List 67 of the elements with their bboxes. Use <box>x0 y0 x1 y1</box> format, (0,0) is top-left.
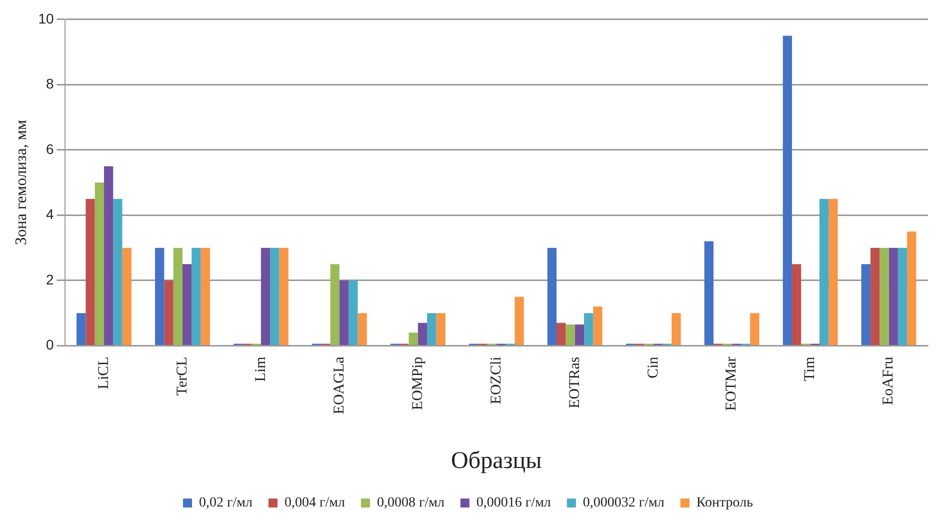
bar <box>200 248 210 345</box>
bar <box>164 280 174 345</box>
bar <box>907 232 916 345</box>
bar <box>418 322 428 345</box>
x-tick-label: Tim <box>802 356 818 382</box>
bar <box>122 248 132 345</box>
y-tick-label: 6 <box>46 140 54 157</box>
bar <box>358 313 367 345</box>
x-tick-label: TerCL <box>174 356 190 396</box>
x-tick-label: EoAFru <box>880 356 897 406</box>
bar <box>427 313 436 345</box>
bar <box>192 248 201 345</box>
bar <box>898 248 908 345</box>
x-tick-label: EOAGLa <box>331 356 348 414</box>
bar <box>584 313 594 345</box>
bar <box>76 313 86 345</box>
bar <box>566 324 575 345</box>
bar <box>104 166 114 345</box>
bar <box>880 248 889 345</box>
bar <box>828 198 838 345</box>
bar <box>86 198 95 345</box>
legend-label: 0,004 г/мл <box>284 496 345 511</box>
bar <box>547 248 557 345</box>
y-tick-label: 8 <box>46 76 54 92</box>
bar <box>792 264 802 345</box>
bar <box>593 306 602 345</box>
bar <box>330 264 340 345</box>
x-tick-label: Cin <box>645 356 662 378</box>
bar <box>182 264 192 345</box>
bar <box>173 248 182 345</box>
y-tick-label: 2 <box>46 271 54 288</box>
bar <box>155 248 164 345</box>
bar <box>279 248 288 345</box>
bar <box>750 313 760 345</box>
x-tick-label: EOTMar <box>724 356 740 411</box>
bar <box>819 198 829 345</box>
legend-label: 0,000032 г/мл <box>582 496 664 511</box>
y-axis-title: Зона гемолиза, мм <box>12 120 30 246</box>
bar <box>436 313 446 345</box>
x-tick-label: EOZCli <box>488 356 504 404</box>
x-tick-label: Lim <box>252 356 269 382</box>
bar <box>270 248 280 345</box>
legend-label: 0,02 г/мл <box>199 496 252 511</box>
bar <box>514 296 524 345</box>
bar <box>870 248 880 345</box>
x-axis-title: Образцы <box>451 448 542 474</box>
y-tick-label: 0 <box>46 336 54 353</box>
bar <box>94 182 104 345</box>
legend-label: Контроль <box>696 496 753 511</box>
x-tick-label: EOMPip <box>410 356 426 410</box>
y-tick-label: 10 <box>38 10 54 26</box>
bar <box>348 280 358 345</box>
bar <box>574 324 584 345</box>
bar <box>672 313 681 345</box>
bar <box>704 241 714 345</box>
bar <box>408 332 418 345</box>
bar <box>113 198 122 345</box>
bar <box>339 280 349 345</box>
bar <box>861 264 870 345</box>
x-tick-label: EOTRas <box>566 356 583 408</box>
legend-label: 0,0008 г/мл <box>376 496 444 511</box>
bar <box>556 322 566 345</box>
bar <box>260 248 270 345</box>
legend-label: 0,00016 г/мл <box>476 496 551 511</box>
bar <box>888 248 898 345</box>
x-tick-label: LiCL <box>96 356 112 390</box>
y-tick-label: 4 <box>46 206 54 222</box>
